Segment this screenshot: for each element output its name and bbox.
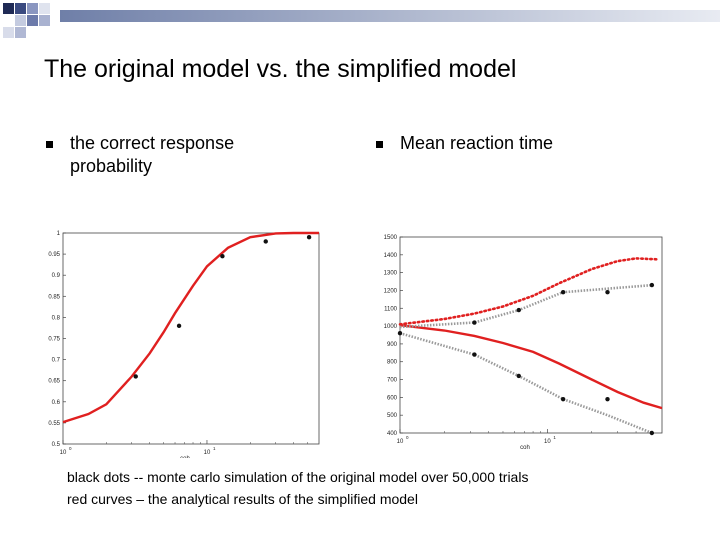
y-tick-label: 0.55 xyxy=(48,421,60,427)
y-tick-label: 1500 xyxy=(384,235,398,241)
y-tick-label: 0.6 xyxy=(52,400,61,406)
deco-square xyxy=(15,15,26,26)
y-tick-label: 1000 xyxy=(384,324,398,330)
bullet-marker xyxy=(46,141,53,148)
y-tick-label: 0.75 xyxy=(48,337,60,343)
data-point xyxy=(649,430,655,436)
data-point xyxy=(516,307,521,313)
deco-square xyxy=(3,27,14,38)
caption-black-dots: black dots -- monte carlo simulation of … xyxy=(67,469,529,485)
y-tick-label: 0.7 xyxy=(52,358,61,364)
data-point xyxy=(306,235,312,240)
data-point xyxy=(263,239,268,244)
y-tick-label: 0.5 xyxy=(52,442,61,448)
y-tick-label: 1400 xyxy=(384,253,398,259)
y-tick-label: 700 xyxy=(387,378,398,384)
deco-square xyxy=(27,3,38,14)
y-tick-label: 400 xyxy=(387,431,398,437)
data-point xyxy=(516,373,521,379)
data-point xyxy=(560,290,566,295)
bullet-marker xyxy=(376,141,383,148)
data-point xyxy=(220,254,225,259)
x-tick-label: 10 xyxy=(397,439,404,445)
bullet-correct-probability: the correct response probability xyxy=(70,133,235,176)
y-tick-label: 900 xyxy=(387,342,398,348)
x-tick-exponent: 1 xyxy=(553,435,556,440)
bullet-mean-reaction-time: Mean reaction time xyxy=(400,133,554,153)
slide-title: The original model vs. the simplified mo… xyxy=(44,55,517,83)
series-line-sim-upper xyxy=(399,283,653,329)
deco-square xyxy=(3,3,14,14)
header-band xyxy=(60,10,720,22)
data-point xyxy=(605,396,610,402)
data-point xyxy=(472,320,477,325)
x-tick-exponent: 0 xyxy=(406,435,409,440)
deco-square xyxy=(15,27,26,38)
deco-square xyxy=(27,15,38,26)
x-tick-label: 10 xyxy=(204,450,211,456)
data-point xyxy=(176,323,182,329)
deco-square xyxy=(39,15,50,26)
y-tick-label: 600 xyxy=(387,395,398,401)
y-tick-label: 0.85 xyxy=(48,294,60,300)
series-line-sim-lower xyxy=(399,331,653,435)
data-point xyxy=(397,331,403,336)
x-tick-label: 10 xyxy=(544,439,551,445)
y-tick-label: 0.65 xyxy=(48,379,60,385)
deco-square xyxy=(39,3,50,14)
x-axis-label: coh xyxy=(520,445,530,451)
data-point xyxy=(649,282,655,288)
x-tick-exponent: 0 xyxy=(69,446,72,451)
data-point xyxy=(605,290,610,295)
series-line-red-curve xyxy=(62,231,319,424)
deco-square xyxy=(15,3,26,14)
y-tick-label: 1200 xyxy=(384,288,398,294)
x-tick-label: 10 xyxy=(60,450,67,456)
y-tick-label: 0.95 xyxy=(48,252,60,258)
series-line-red-solid xyxy=(399,324,663,410)
probability-chart: 0.50.550.60.650.70.750.80.850.90.9511001… xyxy=(48,231,320,458)
caption-red-curves: red curves – the analytical results of t… xyxy=(67,491,418,507)
series-line-red-dotted xyxy=(398,257,658,326)
x-tick-exponent: 1 xyxy=(213,446,216,451)
reaction-time-chart: 4005006007008009001000110012001300140015… xyxy=(384,235,663,451)
y-tick-label: 800 xyxy=(387,360,398,366)
x-axis-label: coh xyxy=(180,456,190,458)
slide-decoration xyxy=(3,3,720,38)
y-tick-label: 500 xyxy=(387,413,398,419)
data-point xyxy=(560,396,566,402)
y-tick-label: 1300 xyxy=(384,271,398,277)
plot-frame xyxy=(62,232,320,445)
y-tick-label: 0.8 xyxy=(52,315,61,321)
y-tick-label: 0.9 xyxy=(52,273,61,279)
y-tick-label: 1100 xyxy=(384,306,398,312)
plot-frame xyxy=(399,236,663,434)
data-point xyxy=(133,374,138,379)
data-point xyxy=(472,352,477,357)
y-tick-label: 1 xyxy=(57,231,61,237)
